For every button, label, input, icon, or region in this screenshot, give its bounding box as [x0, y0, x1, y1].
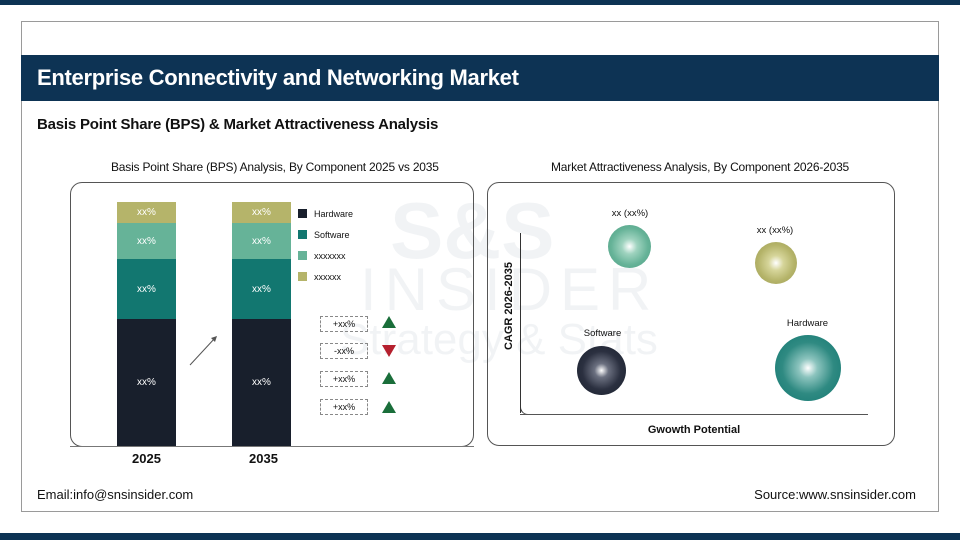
bubble-label-segment3: xx (xx%) [611, 208, 649, 219]
delta-box-3: +xx% [320, 371, 368, 387]
growth-arrow-icon [189, 336, 217, 366]
up-triangle-icon [382, 372, 396, 384]
bar-2035: xx% xx% xx% xx% [232, 202, 291, 446]
bubble-label-segment4: xx (xx%) [756, 225, 794, 236]
bar-2025-segment-hardware: xx% [117, 319, 176, 446]
footer-source: Source:www.snsinsider.com [754, 487, 916, 502]
legend-label: xxxxxxx [314, 250, 346, 261]
bar-2025-segment-xxxxxx: xx% [117, 202, 176, 223]
bubble-segment3 [608, 225, 651, 268]
attractiveness-chart-title: Market Attractiveness Analysis, By Compo… [551, 160, 850, 174]
year-label-2035: 2035 [249, 451, 278, 466]
bubble-hardware [775, 335, 841, 401]
up-triangle-icon [382, 401, 396, 413]
up-triangle-icon [382, 316, 396, 328]
bps-baseline [70, 446, 474, 447]
legend-swatch-icon [298, 230, 307, 239]
legend-item-hardware: Hardware [298, 203, 353, 224]
bar-2035-segment-xxxxxx: xx% [232, 202, 291, 223]
legend-label: Hardware [314, 208, 354, 219]
title-band: Enterprise Connectivity and Networking M… [21, 55, 939, 101]
legend-swatch-icon [298, 272, 307, 281]
attractiveness-chart-panel [487, 182, 895, 446]
axis-corner [520, 404, 532, 415]
x-axis [520, 414, 868, 415]
page-subtitle: Basis Point Share (BPS) & Market Attract… [37, 116, 439, 133]
delta-box-2: -xx% [320, 343, 368, 359]
legend-label: Software [314, 229, 350, 240]
bubble-label-software: Software [583, 328, 622, 339]
legend-item-software: Software [298, 224, 353, 245]
bar-2035-segment-software: xx% [232, 259, 291, 319]
bar-2025-segment-software: xx% [117, 259, 176, 319]
legend-label: xxxxxx [314, 271, 341, 282]
bubble-software [577, 346, 626, 395]
bar-2035-segment-xxxxxxx: xx% [232, 223, 291, 259]
year-label-2025: 2025 [132, 451, 161, 466]
top-accent-bar [0, 0, 960, 5]
legend-item-segment3: xxxxxxx [298, 245, 353, 266]
legend-swatch-icon [298, 209, 307, 218]
delta-box-4: +xx% [320, 399, 368, 415]
bar-2025-segment-xxxxxxx: xx% [117, 223, 176, 259]
bubble-label-hardware: Hardware [786, 318, 829, 329]
down-triangle-icon [382, 345, 396, 357]
legend-item-segment4: xxxxxx [298, 266, 353, 287]
legend-swatch-icon [298, 251, 307, 260]
bps-chart-title: Basis Point Share (BPS) Analysis, By Com… [111, 160, 439, 174]
footer-email: Email:info@snsinsider.com [37, 487, 194, 502]
bar-2025: xx% xx% xx% xx% [117, 202, 176, 446]
page-title: Enterprise Connectivity and Networking M… [37, 65, 519, 90]
bottom-accent-bar [0, 533, 960, 540]
bps-legend: Hardware Software xxxxxxx xxxxxx [298, 203, 353, 287]
bar-2035-segment-hardware: xx% [232, 319, 291, 446]
y-axis [520, 233, 521, 413]
y-axis-label: CAGR 2026-2035 [503, 261, 515, 351]
delta-box-1: +xx% [320, 316, 368, 332]
x-axis-label: Gwowth Potential [647, 424, 741, 436]
bubble-segment4 [755, 242, 797, 284]
